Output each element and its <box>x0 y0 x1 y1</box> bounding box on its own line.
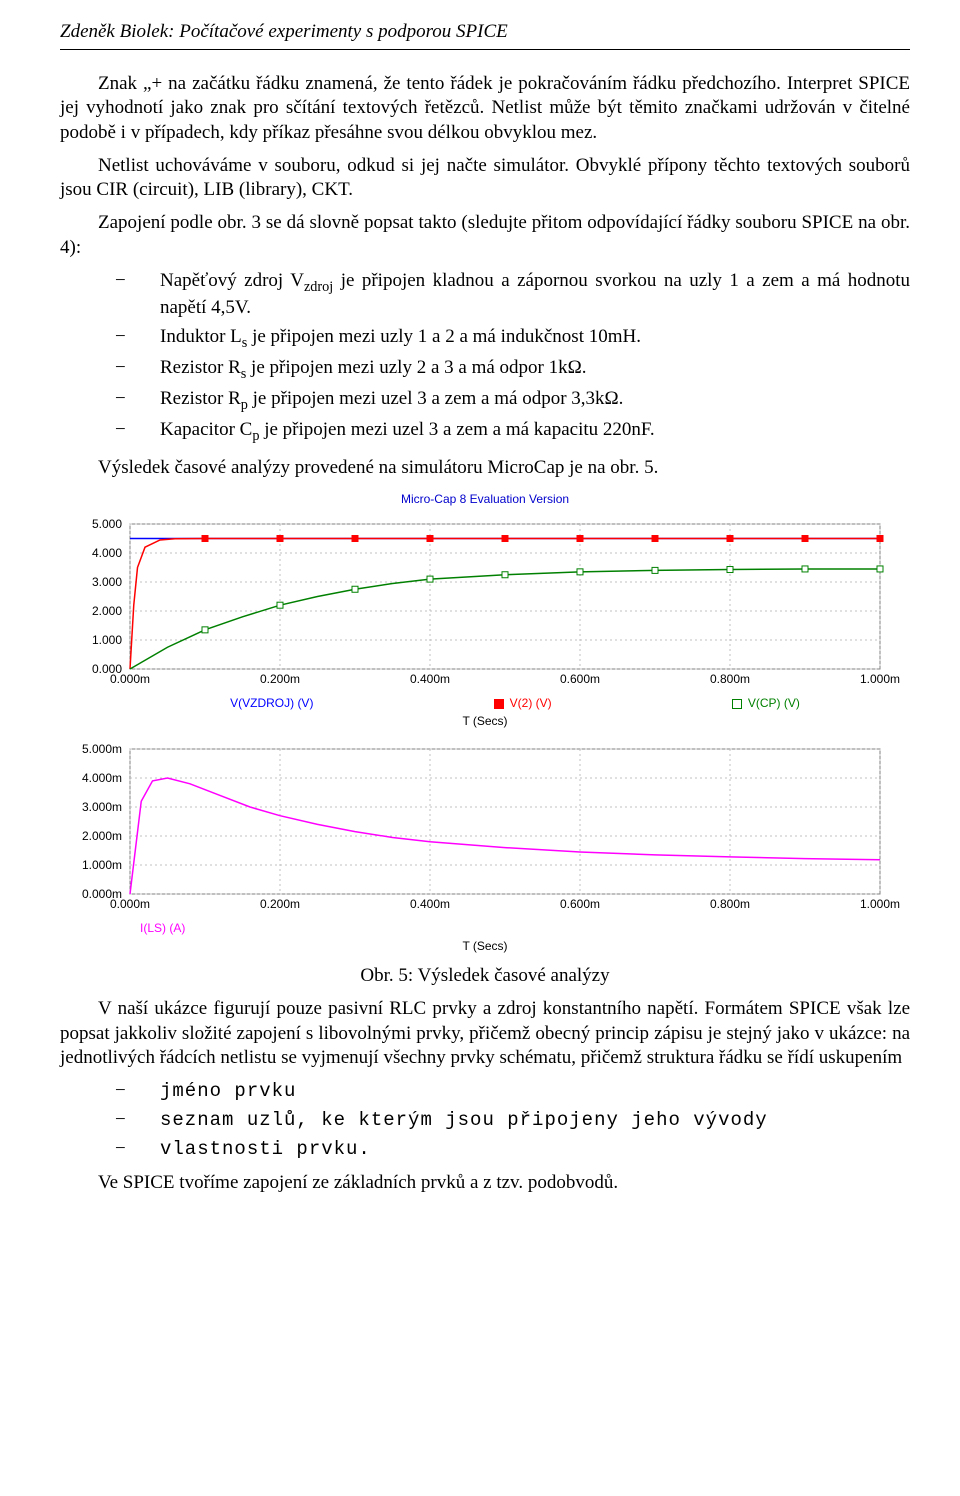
dash-icon: − <box>115 356 160 383</box>
svg-text:0.800m: 0.800m <box>710 672 750 686</box>
chart-2: 0.000m0.200m0.400m0.600m0.800m1.000m0.00… <box>60 739 910 919</box>
svg-text:0.000: 0.000 <box>92 662 122 676</box>
svg-text:0.400m: 0.400m <box>410 672 450 686</box>
code-line-3: vlastnosti prvku. <box>160 1137 910 1162</box>
svg-text:5.000m: 5.000m <box>82 742 122 756</box>
svg-text:3.000m: 3.000m <box>82 800 122 814</box>
dash-icon: − <box>115 387 160 414</box>
bullet-3: Rezistor Rs je připojen mezi uzly 2 a 3 … <box>160 356 910 383</box>
svg-text:5.000: 5.000 <box>92 517 122 531</box>
figure-caption: Obr. 5: Výsledek časové analýzy <box>60 964 910 989</box>
svg-text:2.000m: 2.000m <box>82 829 122 843</box>
code-line-1: jméno prvku <box>160 1079 910 1104</box>
chart-title: Micro-Cap 8 Evaluation Version <box>60 492 910 508</box>
svg-text:2.000: 2.000 <box>92 604 122 618</box>
dash-icon: − <box>115 325 160 352</box>
svg-text:0.600m: 0.600m <box>560 672 600 686</box>
bullet-2: Induktor Ls je připojen mezi uzly 1 a 2 … <box>160 325 910 352</box>
svg-text:1.000m: 1.000m <box>82 858 122 872</box>
dash-icon: − <box>115 418 160 445</box>
svg-text:4.000: 4.000 <box>92 546 122 560</box>
dash-icon: − <box>115 1137 160 1162</box>
svg-text:0.600m: 0.600m <box>560 897 600 911</box>
chart-1-xlabel: T (Secs) <box>60 714 910 730</box>
svg-text:0.800m: 0.800m <box>710 897 750 911</box>
dash-icon: − <box>115 1079 160 1104</box>
bullet-1: Napěťový zdroj Vzdroj je připojen kladno… <box>160 269 910 321</box>
bullet-list-1: − Napěťový zdroj Vzdroj je připojen klad… <box>115 269 910 446</box>
svg-text:1.000m: 1.000m <box>860 897 900 911</box>
bullet-list-2: − jméno prvku − seznam uzlů, ke kterým j… <box>115 1079 910 1161</box>
svg-text:3.000: 3.000 <box>92 575 122 589</box>
bullet-5: Kapacitor Cp je připojen mezi uzel 3 a z… <box>160 418 910 445</box>
paragraph-3: Zapojení podle obr. 3 se dá slovně popsa… <box>60 211 910 260</box>
paragraph-2: Netlist uchováváme v souboru, odkud si j… <box>60 154 910 203</box>
dash-icon: − <box>115 1108 160 1133</box>
bullet-4: Rezistor Rp je připojen mezi uzel 3 a ze… <box>160 387 910 414</box>
paragraph-4: Výsledek časové analýzy provedené na sim… <box>60 456 910 481</box>
chart-2-legend: I(LS) (A) <box>140 921 890 937</box>
chart-1: 0.000m0.200m0.400m0.600m0.800m1.000m0.00… <box>60 514 910 694</box>
svg-text:0.000m: 0.000m <box>82 887 122 901</box>
chart-2-xlabel: T (Secs) <box>60 939 910 955</box>
paragraph-1: Znak „+ na začátku řádku znamená, že ten… <box>60 72 910 146</box>
paragraph-5: V naší ukázce figurují pouze pasivní RLC… <box>60 997 910 1071</box>
chart-1-legend: V(VZDROJ) (V)V(2) (V)V(CP) (V) <box>140 696 890 712</box>
svg-text:0.200m: 0.200m <box>260 672 300 686</box>
svg-text:1.000: 1.000 <box>92 633 122 647</box>
paragraph-6: Ve SPICE tvoříme zapojení ze základních … <box>60 1171 910 1196</box>
svg-text:0.400m: 0.400m <box>410 897 450 911</box>
code-line-2: seznam uzlů, ke kterým jsou připojeny je… <box>160 1108 910 1133</box>
svg-text:4.000m: 4.000m <box>82 771 122 785</box>
svg-text:0.200m: 0.200m <box>260 897 300 911</box>
dash-icon: − <box>115 269 160 321</box>
chart-container: Micro-Cap 8 Evaluation Version 0.000m 0.2… <box>60 492 910 954</box>
svg-text:1.000m: 1.000m <box>860 672 900 686</box>
page-header: Zdeněk Biolek: Počítačové experimenty s … <box>60 20 910 50</box>
